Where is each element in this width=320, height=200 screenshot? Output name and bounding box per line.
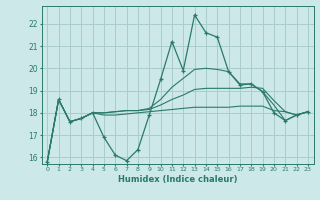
X-axis label: Humidex (Indice chaleur): Humidex (Indice chaleur) xyxy=(118,175,237,184)
